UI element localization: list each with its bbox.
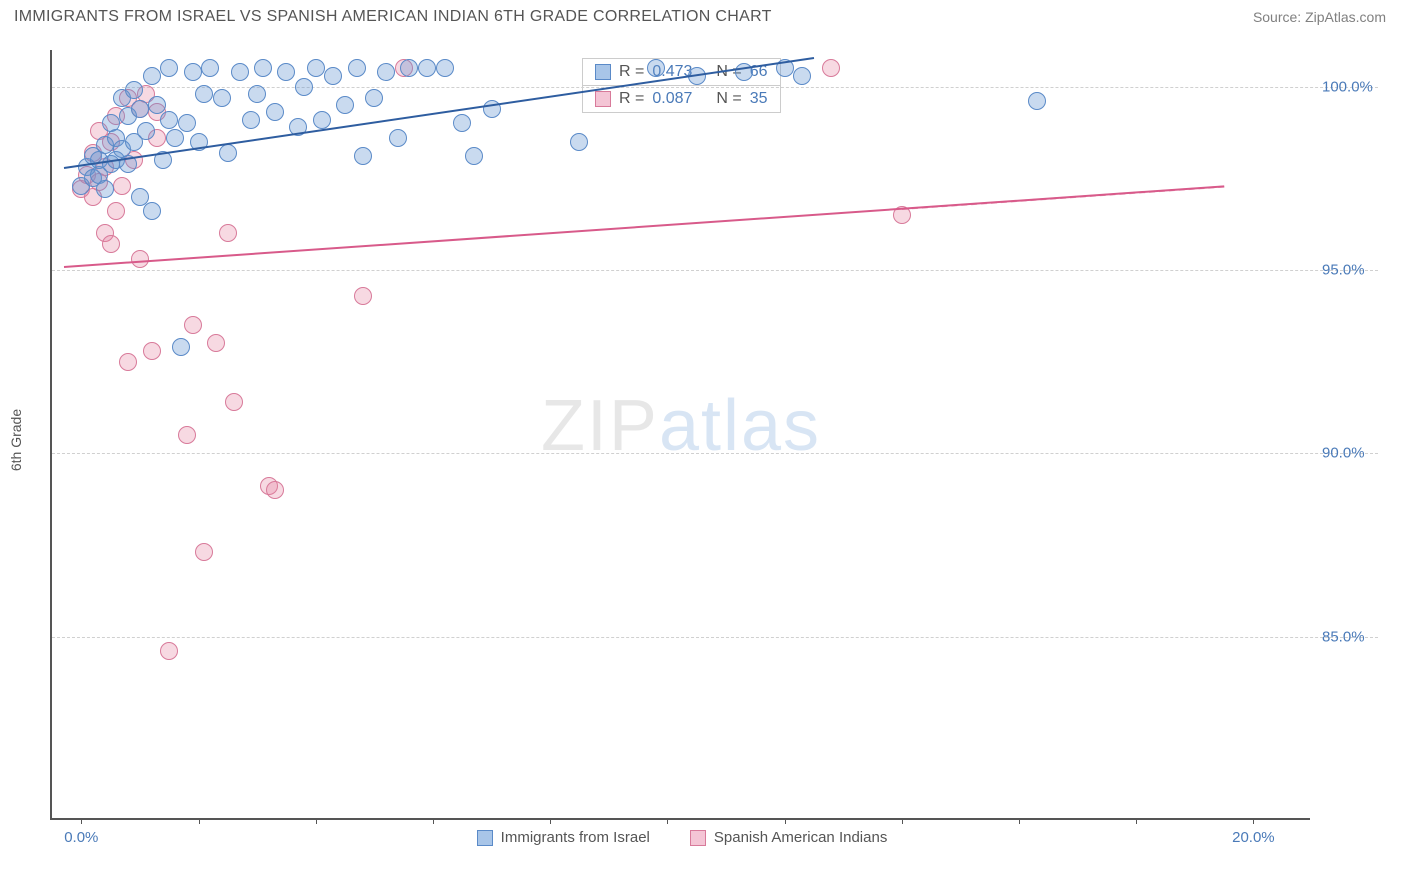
legend-r-label: R = (619, 90, 644, 108)
legend-n-label: N = (716, 90, 741, 108)
scatter-point (219, 144, 237, 162)
x-tick-minor (550, 818, 551, 824)
scatter-point (400, 59, 418, 77)
scatter-point (125, 81, 143, 99)
scatter-point (172, 338, 190, 356)
scatter-point (822, 59, 840, 77)
x-tick-major (1253, 818, 1254, 824)
scatter-point (219, 224, 237, 242)
scatter-point (436, 59, 454, 77)
swatch-series2-b (690, 830, 706, 846)
scatter-point (160, 642, 178, 660)
scatter-point (195, 543, 213, 561)
swatch-series2 (595, 91, 611, 107)
x-tick-minor (316, 818, 317, 824)
scatter-point (1028, 92, 1046, 110)
scatter-point (143, 342, 161, 360)
legend-row-series2: R = 0.087 N = 35 (583, 86, 780, 112)
scatter-point (418, 59, 436, 77)
scatter-point (178, 426, 196, 444)
y-tick-label: 100.0% (1322, 78, 1373, 95)
scatter-point (166, 129, 184, 147)
chart-title: IMMIGRANTS FROM ISRAEL VS SPANISH AMERIC… (14, 8, 772, 26)
chart-container: 6th Grade ZIPatlas R = 0.473 N = 66 R = … (50, 40, 1390, 840)
scatter-point (131, 100, 149, 118)
scatter-point (248, 85, 266, 103)
legend-r-label: R = (619, 63, 644, 81)
x-tick-minor (902, 818, 903, 824)
scatter-point (160, 59, 178, 77)
legend-label-series1: Immigrants from Israel (501, 829, 650, 846)
scatter-point (96, 180, 114, 198)
x-tick-minor (1136, 818, 1137, 824)
x-tick-minor (1019, 818, 1020, 824)
x-tick-minor (433, 818, 434, 824)
scatter-point (647, 59, 665, 77)
y-tick-label: 90.0% (1322, 445, 1365, 462)
scatter-point (113, 177, 131, 195)
scatter-point (213, 89, 231, 107)
scatter-point (336, 96, 354, 114)
y-axis-label: 6th Grade (8, 409, 24, 471)
scatter-point (178, 114, 196, 132)
gridline-h (52, 453, 1378, 454)
scatter-point (143, 202, 161, 220)
gridline-h (52, 637, 1378, 638)
scatter-point (389, 129, 407, 147)
scatter-point (195, 85, 213, 103)
scatter-point (266, 103, 284, 121)
legend-n-value-2: 35 (750, 90, 768, 108)
scatter-point (242, 111, 260, 129)
scatter-point (201, 59, 219, 77)
x-tick-minor (785, 818, 786, 824)
x-tick-label: 0.0% (64, 829, 98, 846)
x-tick-minor (199, 818, 200, 824)
scatter-point (365, 89, 383, 107)
x-tick-minor (667, 818, 668, 824)
scatter-point (313, 111, 331, 129)
legend-bottom: Immigrants from Israel Spanish American … (52, 829, 1312, 846)
scatter-point (119, 353, 137, 371)
scatter-point (570, 133, 588, 151)
scatter-point (225, 393, 243, 411)
scatter-point (354, 147, 372, 165)
watermark: ZIPatlas (541, 385, 821, 467)
plot-area: ZIPatlas R = 0.473 N = 66 R = 0.087 N = … (50, 50, 1310, 820)
y-tick-label: 95.0% (1322, 262, 1365, 279)
scatter-point (143, 67, 161, 85)
legend-label-series2: Spanish American Indians (714, 829, 887, 846)
scatter-point (131, 250, 149, 268)
scatter-point (137, 122, 155, 140)
swatch-series1-b (477, 830, 493, 846)
scatter-point (793, 67, 811, 85)
source-attribution: Source: ZipAtlas.com (1253, 9, 1386, 25)
x-tick-major (81, 818, 82, 824)
scatter-point (453, 114, 471, 132)
scatter-point (184, 63, 202, 81)
scatter-point (324, 67, 342, 85)
legend-item-series2: Spanish American Indians (690, 829, 887, 846)
scatter-point (277, 63, 295, 81)
scatter-point (377, 63, 395, 81)
gridline-h (52, 270, 1378, 271)
legend-item-series1: Immigrants from Israel (477, 829, 650, 846)
scatter-point (107, 202, 125, 220)
scatter-point (354, 287, 372, 305)
scatter-point (348, 59, 366, 77)
x-tick-label: 20.0% (1232, 829, 1275, 846)
regression-line-dashed (902, 186, 1224, 210)
scatter-point (102, 235, 120, 253)
scatter-point (266, 481, 284, 499)
scatter-point (231, 63, 249, 81)
scatter-point (160, 111, 178, 129)
y-tick-label: 85.0% (1322, 628, 1365, 645)
scatter-point (207, 334, 225, 352)
swatch-series1 (595, 64, 611, 80)
scatter-point (254, 59, 272, 77)
scatter-point (465, 147, 483, 165)
scatter-point (307, 59, 325, 77)
scatter-point (295, 78, 313, 96)
scatter-point (184, 316, 202, 334)
legend-r-value-2: 0.087 (652, 90, 692, 108)
